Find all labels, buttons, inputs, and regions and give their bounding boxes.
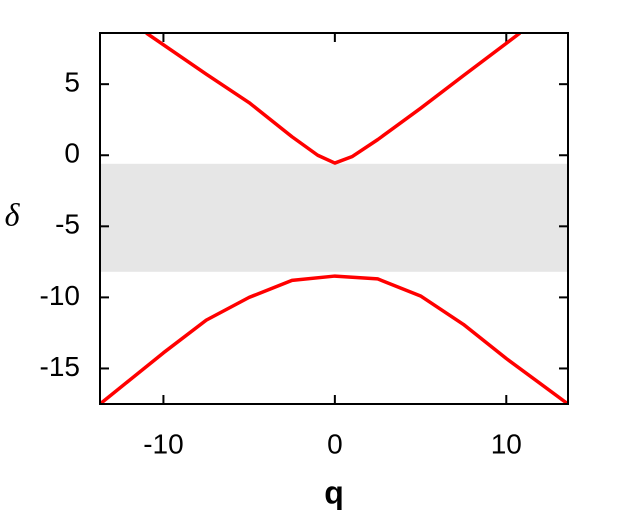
y-tick-label: 5 <box>64 67 80 98</box>
curve <box>145 33 522 165</box>
y-tick-label: -5 <box>55 209 80 240</box>
x-tick-label: 10 <box>491 428 522 459</box>
y-axis-label: δ <box>5 196 21 232</box>
x-tick-label: 0 <box>327 428 343 459</box>
shaded-band <box>100 163 568 272</box>
curve <box>100 274 568 404</box>
x-axis-label: q <box>324 474 344 510</box>
y-tick-label: 0 <box>64 138 80 169</box>
plot-frame <box>99 32 569 405</box>
y-tick-label: -15 <box>40 351 80 382</box>
y-tick-label: -10 <box>40 280 80 311</box>
x-tick-label: -10 <box>143 428 183 459</box>
